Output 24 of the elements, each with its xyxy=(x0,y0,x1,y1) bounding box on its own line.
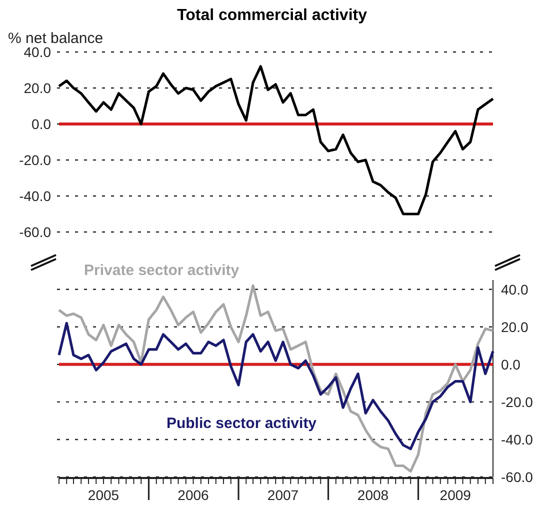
series-label: Public sector activity xyxy=(166,415,318,432)
y-tick-label: 40.0 xyxy=(501,281,528,298)
line-series xyxy=(58,284,494,473)
y-tick-label: -40.0 xyxy=(501,431,534,448)
y-tick-label: -60.0 xyxy=(501,469,534,485)
y-tick-label: -20.0 xyxy=(501,394,534,410)
y-tick-label: 0.0 xyxy=(501,356,521,372)
y-tick-label: -20.0 xyxy=(19,152,52,168)
y-tick-label: 20.0 xyxy=(501,318,528,335)
y-tick-label: 20.0 xyxy=(24,80,52,96)
x-tick-label: 2009 xyxy=(440,487,472,503)
line-series xyxy=(58,322,494,450)
x-tick-label: 2007 xyxy=(267,487,299,503)
y-tick-label: 40.0 xyxy=(24,44,52,60)
series-label: Private sector activity xyxy=(84,262,240,279)
y-tick-label: -40.0 xyxy=(19,188,52,204)
x-tick-label: 2005 xyxy=(88,487,120,503)
x-tick-label: 2006 xyxy=(178,487,210,503)
y-axis-title: % net balance xyxy=(8,30,104,47)
line-series xyxy=(58,65,494,216)
chart-title: Total commercial activity xyxy=(177,7,368,24)
y-tick-label: -60.0 xyxy=(19,224,52,240)
x-tick-label: 2008 xyxy=(357,487,389,503)
y-tick-label: 0.0 xyxy=(32,116,52,132)
